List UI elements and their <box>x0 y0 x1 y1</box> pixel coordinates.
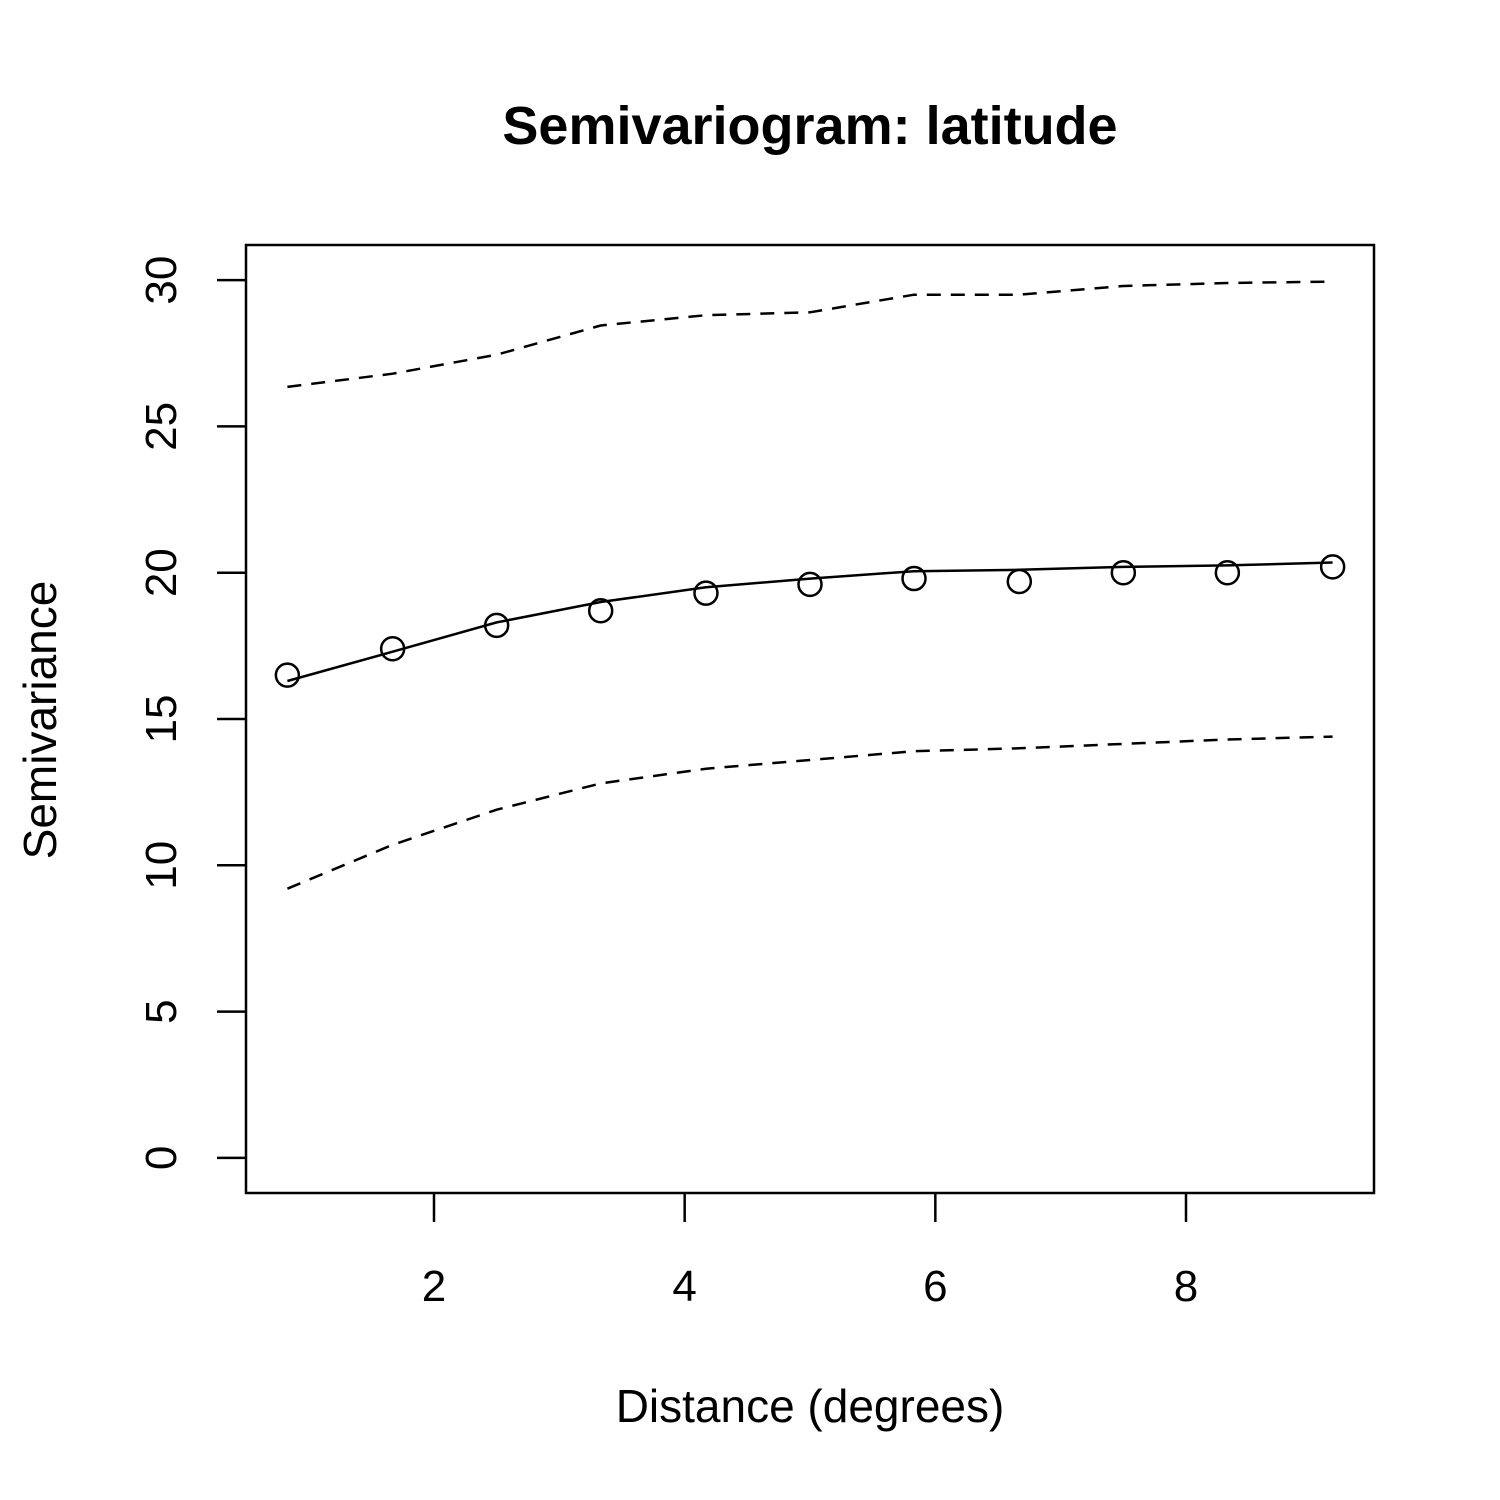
x-tick-label: 8 <box>1174 1262 1198 1311</box>
y-tick-label: 20 <box>137 548 186 597</box>
plot-frame <box>244 243 1376 1195</box>
semivariance-point <box>587 597 614 624</box>
y-tick-label: 0 <box>137 1146 186 1170</box>
y-tick-label: 10 <box>137 841 186 890</box>
x-tick-label: 4 <box>672 1262 696 1311</box>
y-tick-label: 15 <box>137 695 186 744</box>
y-axis-label: Semivariance <box>14 581 66 860</box>
semivariance-point <box>1319 554 1346 580</box>
y-tick-label: 30 <box>137 256 186 305</box>
series-layer <box>274 280 1346 890</box>
model-fit-line <box>287 561 1333 683</box>
x-tick-label: 2 <box>422 1262 446 1311</box>
y-tick-label: 25 <box>137 402 186 451</box>
semivariance-point <box>797 571 823 598</box>
semivariance-point <box>1110 559 1137 586</box>
semivariance-point <box>693 580 719 606</box>
y-axis: 0 5 10 15 20 25 30 <box>137 256 246 1170</box>
y-tick-label: 5 <box>137 999 186 1023</box>
envelope-line <box>287 280 1333 389</box>
x-axis-label: Distance (degrees) <box>616 1380 1005 1432</box>
semivariance-point <box>274 662 301 688</box>
x-axis: 2 4 6 8 <box>422 1193 1198 1311</box>
chart-title: Semivariogram: latitude <box>502 96 1117 156</box>
semivariance-point <box>901 565 927 592</box>
semivariance-point <box>1006 568 1033 595</box>
envelope-line <box>286 735 1333 890</box>
semivariance-point <box>1214 559 1241 586</box>
x-tick-label: 6 <box>923 1262 947 1311</box>
